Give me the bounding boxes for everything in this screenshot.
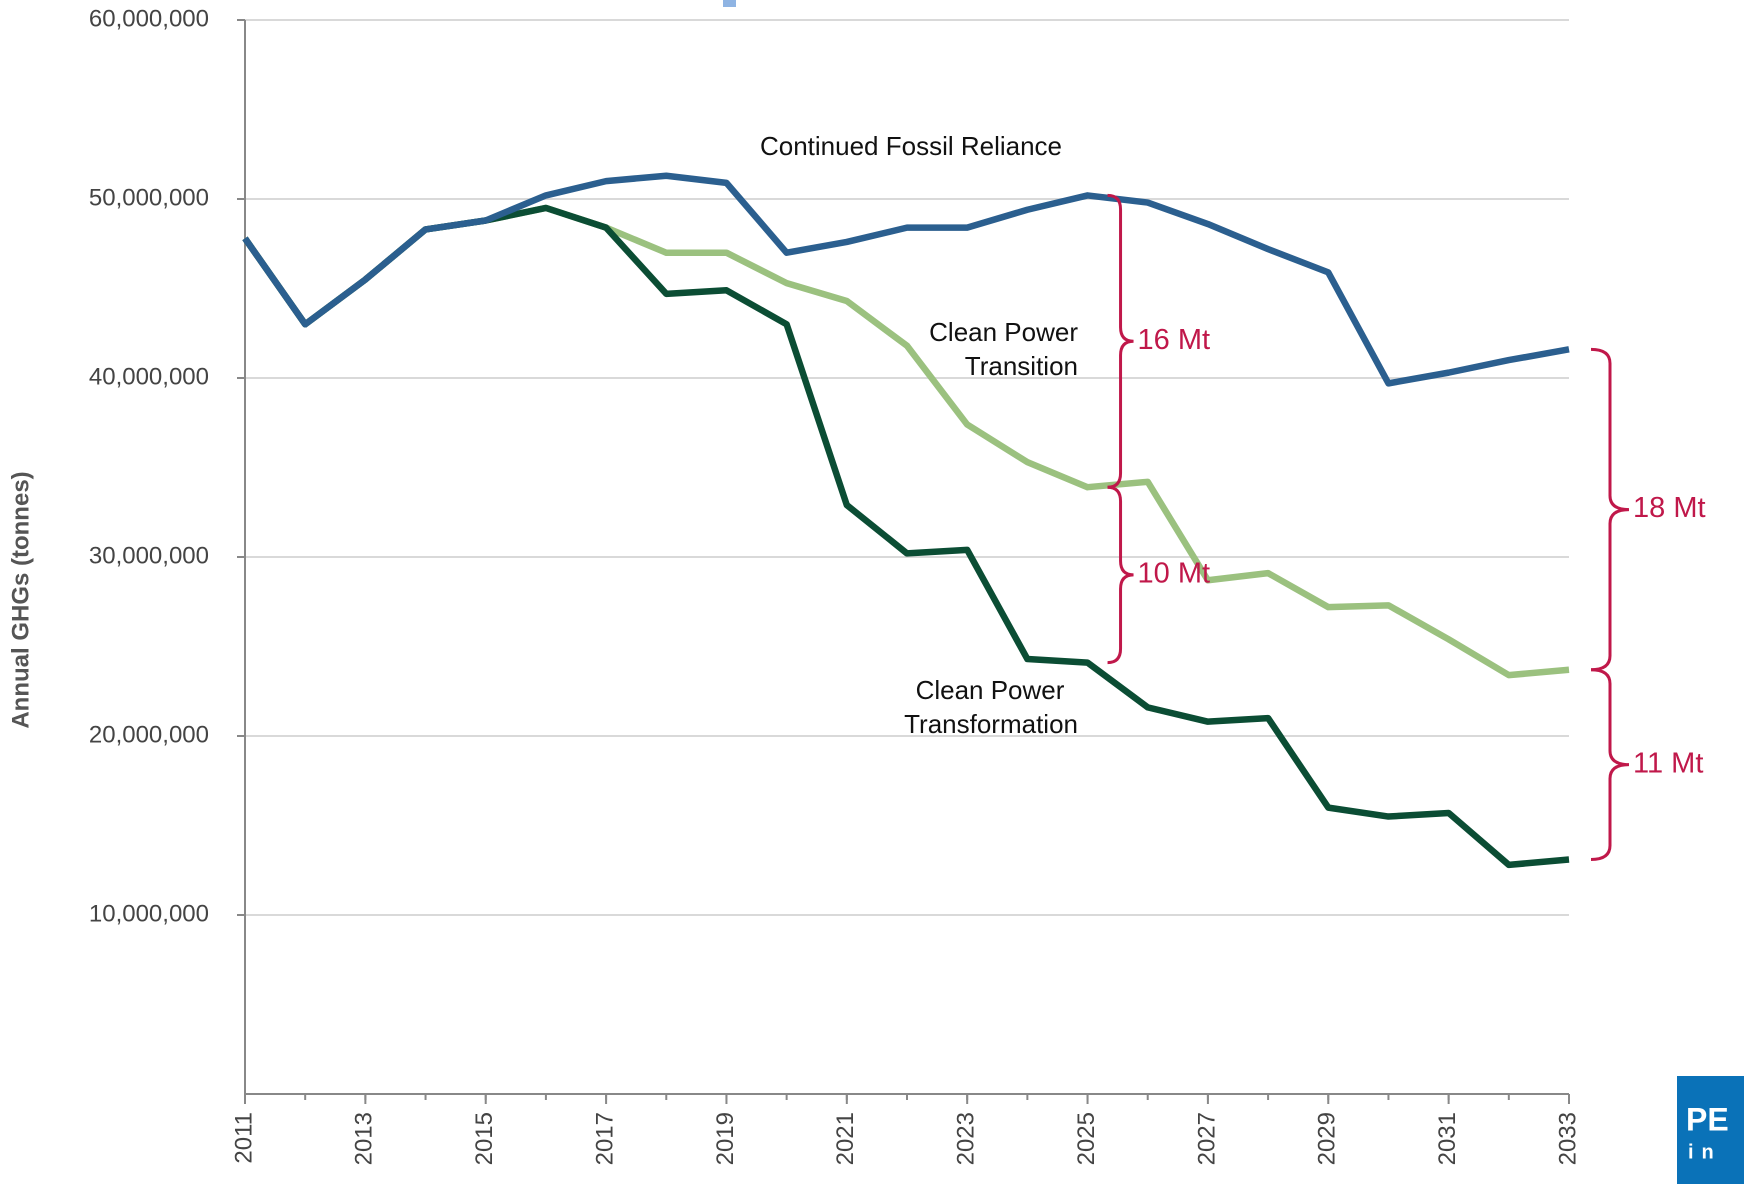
y-tick-label: 10,000,000 <box>89 900 209 927</box>
series-label-line: Transition <box>965 351 1078 381</box>
legend-fragment <box>723 0 736 7</box>
x-tick-label: 2031 <box>1434 1112 1461 1165</box>
x-tick-label: 2027 <box>1193 1112 1220 1165</box>
logo-box <box>1677 1076 1744 1184</box>
brace <box>1107 485 1134 665</box>
series-line <box>242 204 1570 869</box>
x-tick-label: 2021 <box>832 1112 859 1165</box>
series-line <box>242 204 1570 679</box>
series-label: Continued Fossil Reliance <box>760 131 1062 161</box>
x-tick-label: 2029 <box>1314 1112 1341 1165</box>
brace <box>1590 668 1630 862</box>
series-label: Clean Power Transition <box>929 317 1078 381</box>
annotation: 10 Mt <box>1138 558 1211 590</box>
brace <box>1590 347 1630 672</box>
series-label-line: Clean Power <box>929 317 1078 347</box>
y-tick-label: 50,000,000 <box>89 184 209 211</box>
x-tick-label: 2015 <box>471 1112 498 1165</box>
x-tick-label: 2011 <box>230 1112 257 1164</box>
series-line <box>242 172 1570 387</box>
y-axis-title: Annual GHGs (tonnes) <box>7 471 34 728</box>
series-label-line: Transformation <box>904 709 1078 739</box>
logo-text: PE <box>1686 1101 1729 1137</box>
annotation: 18 Mt <box>1633 492 1706 524</box>
y-tick-label: 60,000,000 <box>89 5 209 32</box>
annotation: 11 Mt <box>1633 747 1703 779</box>
y-tick-label: 30,000,000 <box>89 542 209 569</box>
brace <box>1107 193 1134 489</box>
x-tick-label: 2019 <box>712 1112 739 1165</box>
x-tick-label: 2033 <box>1554 1112 1581 1165</box>
series-label: Clean Power Transformation <box>904 675 1078 739</box>
series-label-line: Clean Power <box>916 675 1065 705</box>
x-tick-label: 2013 <box>351 1112 378 1165</box>
y-tick-label: 40,000,000 <box>89 363 209 390</box>
x-tick-label: 2017 <box>591 1112 618 1165</box>
logo-text: in <box>1688 1141 1722 1163</box>
x-tick-label: 2025 <box>1073 1112 1100 1165</box>
y-tick-label: 20,000,000 <box>89 721 209 748</box>
x-tick-label: 2023 <box>953 1112 980 1165</box>
annotation: 16 Mt <box>1138 324 1211 356</box>
